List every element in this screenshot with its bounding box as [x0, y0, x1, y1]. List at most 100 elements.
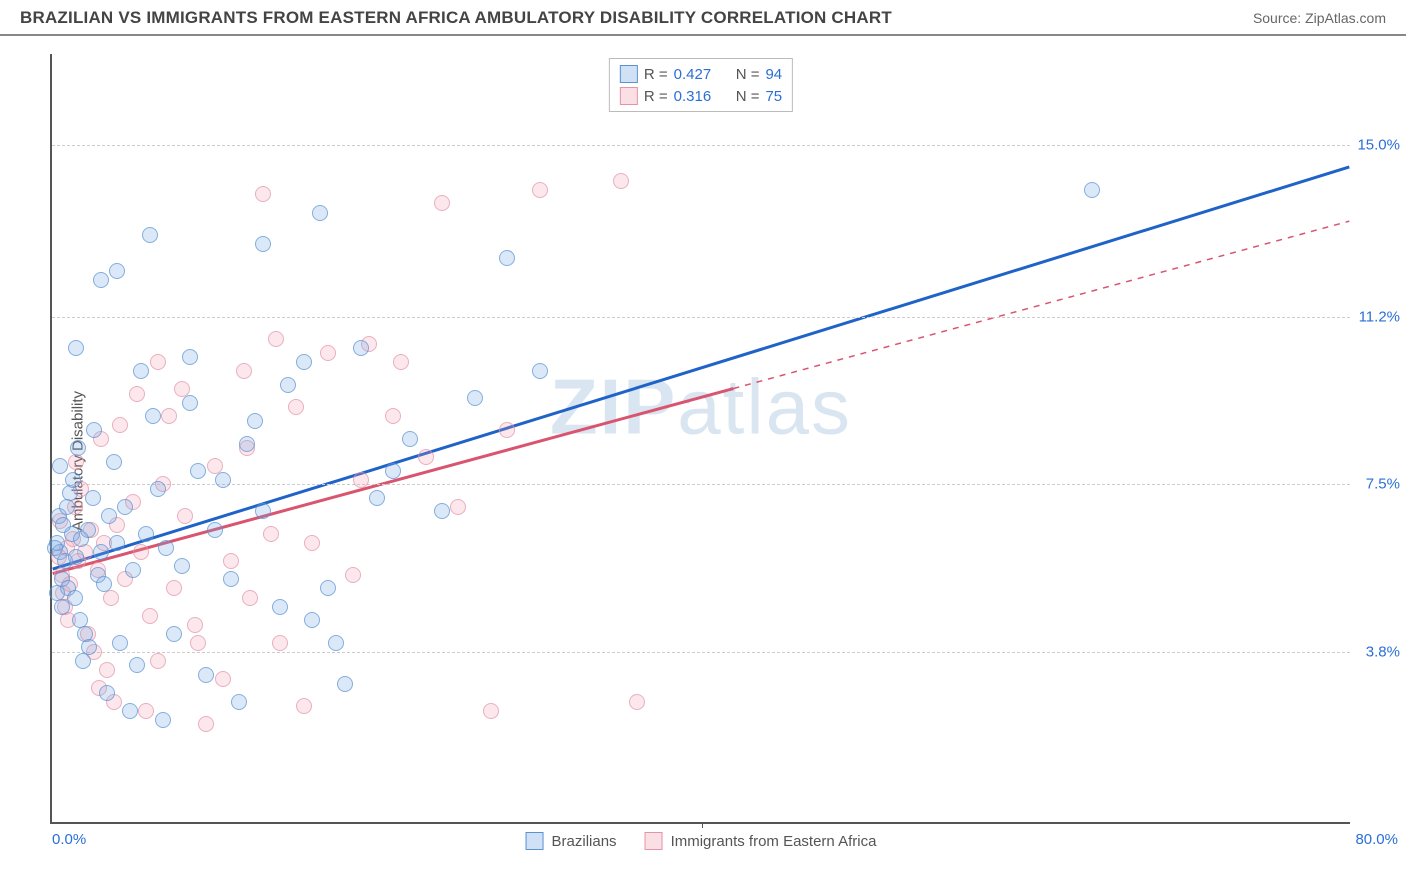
data-point [223, 553, 239, 569]
data-point [268, 331, 284, 347]
data-point [158, 540, 174, 556]
data-point [155, 712, 171, 728]
data-point [138, 703, 154, 719]
legend-series-label: Immigrants from Eastern Africa [671, 833, 877, 850]
data-point [304, 535, 320, 551]
gridline [52, 317, 1350, 318]
data-point [150, 653, 166, 669]
data-point [59, 499, 75, 515]
data-point [385, 463, 401, 479]
data-point [215, 472, 231, 488]
data-point [223, 571, 239, 587]
y-tick-label: 3.8% [1352, 643, 1400, 660]
data-point [345, 567, 361, 583]
legend-swatch [620, 65, 638, 83]
data-point [532, 363, 548, 379]
data-point [68, 340, 84, 356]
data-point [182, 349, 198, 365]
data-point [177, 508, 193, 524]
data-point [337, 676, 353, 692]
data-point [1084, 182, 1100, 198]
legend-series-item: Brazilians [526, 832, 617, 850]
data-point [47, 540, 63, 556]
data-point [272, 599, 288, 615]
data-point [532, 182, 548, 198]
legend-r-label: R = [644, 88, 668, 105]
y-tick-label: 15.0% [1352, 136, 1400, 153]
chart-header: BRAZILIAN VS IMMIGRANTS FROM EASTERN AFR… [0, 0, 1406, 36]
data-point [106, 454, 122, 470]
legend-n-value: 94 [765, 66, 782, 83]
data-point [109, 263, 125, 279]
data-point [629, 694, 645, 710]
gridline [52, 484, 1350, 485]
plot-region: ZIPatlas R = 0.427 N = 94 R = 0.316 N = … [50, 54, 1350, 824]
watermark: ZIPatlas [550, 362, 852, 453]
data-point [369, 490, 385, 506]
data-point [280, 377, 296, 393]
legend-r-value: 0.427 [674, 66, 712, 83]
data-point [272, 635, 288, 651]
data-point [198, 667, 214, 683]
data-point [385, 408, 401, 424]
data-point [109, 535, 125, 551]
data-point [190, 635, 206, 651]
data-point [296, 698, 312, 714]
data-point [231, 694, 247, 710]
data-point [304, 612, 320, 628]
y-tick-label: 7.5% [1352, 476, 1400, 493]
data-point [93, 272, 109, 288]
data-point [418, 449, 434, 465]
data-point [70, 440, 86, 456]
gridline [52, 652, 1350, 653]
data-point [215, 671, 231, 687]
data-point [122, 703, 138, 719]
data-point [133, 544, 149, 560]
chart-title: BRAZILIAN VS IMMIGRANTS FROM EASTERN AFR… [20, 8, 892, 28]
x-tick [702, 822, 703, 828]
data-point [99, 685, 115, 701]
data-point [236, 363, 252, 379]
source-value: ZipAtlas.com [1305, 10, 1386, 26]
source-label: Source: [1253, 10, 1305, 26]
data-point [85, 490, 101, 506]
data-point [483, 703, 499, 719]
watermark-bold: ZIP [550, 363, 677, 451]
x-tick-label: 80.0% [1355, 831, 1398, 848]
legend-series-label: Brazilians [552, 833, 617, 850]
data-point [133, 363, 149, 379]
gridline [52, 145, 1350, 146]
data-point [80, 522, 96, 538]
data-point [96, 576, 112, 592]
data-point [182, 395, 198, 411]
data-point [263, 526, 279, 542]
y-tick-label: 11.2% [1352, 308, 1400, 325]
data-point [112, 417, 128, 433]
data-point [207, 522, 223, 538]
legend-series: Brazilians Immigrants from Eastern Africa [526, 832, 877, 850]
legend-series-item: Immigrants from Eastern Africa [645, 832, 877, 850]
data-point [93, 544, 109, 560]
data-point [450, 499, 466, 515]
data-point [499, 250, 515, 266]
data-point [328, 635, 344, 651]
legend-r-label: R = [644, 66, 668, 83]
legend-n-label: N = [736, 88, 760, 105]
data-point [142, 227, 158, 243]
data-point [312, 205, 328, 221]
legend-n-label: N = [736, 66, 760, 83]
data-point [320, 345, 336, 361]
data-point [138, 526, 154, 542]
legend-swatch [526, 832, 544, 850]
data-point [255, 186, 271, 202]
data-point [467, 390, 483, 406]
data-point [499, 422, 515, 438]
data-point [52, 458, 68, 474]
legend-correlation-row: R = 0.316 N = 75 [620, 85, 782, 107]
data-point [142, 608, 158, 624]
data-point [434, 503, 450, 519]
data-point [150, 354, 166, 370]
data-point [145, 408, 161, 424]
data-point [353, 472, 369, 488]
data-point [166, 580, 182, 596]
